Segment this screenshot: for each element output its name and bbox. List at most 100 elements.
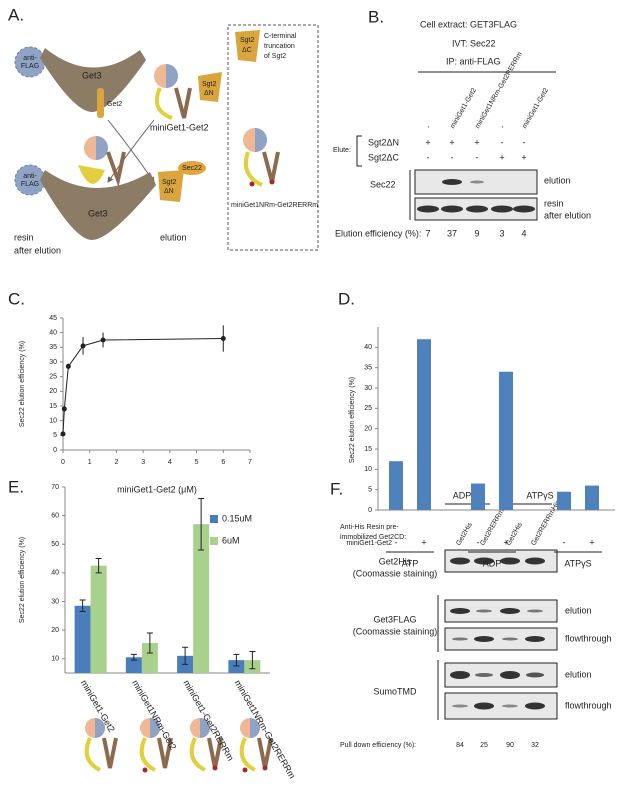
y-tick-label: 30 xyxy=(364,385,372,392)
y-tick-label: 5 xyxy=(53,432,57,439)
label: flowthrough xyxy=(565,633,612,643)
x-axis-title: miniGet1-Get2 (μM) xyxy=(117,484,197,494)
y-tick-label: 10 xyxy=(49,418,57,425)
efficiency: 37 xyxy=(447,228,457,238)
bar xyxy=(389,461,403,510)
header: Cell extract: GET3FLAG xyxy=(420,19,517,29)
label: flowthrough xyxy=(565,700,612,710)
point xyxy=(61,406,67,412)
x-tick-label: 4 xyxy=(168,459,172,466)
x-tick-label: miniGet1-Get2RERRm xyxy=(181,678,235,762)
y-tick-label: 5 xyxy=(368,487,372,494)
y-tick-label: 25 xyxy=(49,374,57,381)
label: elution xyxy=(160,232,187,242)
x-tick-label: - xyxy=(563,537,566,547)
y-tick-label: 70 xyxy=(51,484,59,491)
y-tick-label: 30 xyxy=(49,359,57,366)
label: ATPγS xyxy=(526,490,553,500)
label: (Coomassie staining) xyxy=(353,568,438,578)
y-tick-label: 15 xyxy=(364,446,372,453)
header: IP: anti-FLAG xyxy=(446,56,501,66)
label: Sec22 xyxy=(370,179,396,189)
bar xyxy=(585,485,599,510)
efficiency: 4 xyxy=(521,228,526,238)
error-bar xyxy=(182,646,189,665)
sign: + xyxy=(474,137,479,147)
label: ΔN xyxy=(204,90,214,97)
y-tick-label: 45 xyxy=(49,315,57,322)
label: Elute: xyxy=(333,147,351,154)
legend-label: 6uM xyxy=(222,535,240,545)
y-axis-title: Sec22 elution efficiency (%) xyxy=(349,377,356,463)
efficiency: 9 xyxy=(474,228,479,238)
sign: + xyxy=(521,152,526,162)
efficiency: 84 xyxy=(456,742,464,749)
y-tick-label: 25 xyxy=(364,405,372,412)
y-tick-label: 35 xyxy=(364,365,372,372)
column-label: miniGet1-Get2 xyxy=(449,87,478,130)
x-tick-label: 7 xyxy=(248,459,252,466)
bar xyxy=(499,371,513,510)
panel-label: B. xyxy=(368,7,384,26)
label: FLAG xyxy=(21,181,39,188)
label: elution xyxy=(565,605,592,615)
legend-swatch xyxy=(210,537,218,545)
efficiency: 7 xyxy=(425,228,430,238)
point xyxy=(100,337,106,343)
x-tick-label: - xyxy=(477,537,480,547)
label: Elution efficiency (%): xyxy=(335,228,421,238)
label: Get2 xyxy=(107,101,122,108)
error-bar xyxy=(198,497,205,551)
label: ADP xyxy=(453,490,472,500)
group-label: ADP xyxy=(483,558,502,568)
y-tick-label: 50 xyxy=(51,541,59,548)
bar xyxy=(193,524,210,673)
x-tick-label: 3 xyxy=(141,459,145,466)
panel-label: F. xyxy=(330,479,343,498)
label: miniGet1NRm-Get2RERRm xyxy=(231,202,318,209)
panel-label: A. xyxy=(8,5,24,24)
column-label: - xyxy=(499,124,507,130)
label: after elution xyxy=(544,210,591,220)
y-tick-label: 15 xyxy=(49,403,57,410)
error-bar xyxy=(95,558,102,574)
bar xyxy=(74,605,91,673)
bar xyxy=(557,491,571,510)
label: (Coomassie staining) xyxy=(353,626,438,636)
point xyxy=(65,363,71,369)
y-tick-label: 40 xyxy=(364,344,372,351)
column-label: Get2His xyxy=(455,521,474,547)
error-bar xyxy=(146,632,153,654)
x-tick-label: + xyxy=(589,537,594,547)
y-tick-label: 40 xyxy=(49,330,57,337)
y-tick-label: 20 xyxy=(51,627,59,634)
sign: - xyxy=(451,152,454,162)
efficiency: 3 xyxy=(499,228,504,238)
efficiency: 32 xyxy=(531,742,539,749)
panel-label: E. xyxy=(8,477,24,496)
bar xyxy=(141,642,158,673)
bar xyxy=(125,657,142,673)
label: immobilized Get2CD: xyxy=(340,534,406,541)
label: Sgt2 xyxy=(202,81,217,88)
label: C-terminal xyxy=(264,33,297,40)
y-tick-label: 10 xyxy=(364,466,372,473)
legend-label: 0.15uM xyxy=(222,513,252,523)
y-axis-title: Sec22 elution efficiency (%) xyxy=(19,341,26,427)
x-tick-label: 5 xyxy=(195,459,199,466)
x-tick-label: 1 xyxy=(88,459,92,466)
gel-bands xyxy=(417,179,535,213)
x-tick-label: 2 xyxy=(114,459,118,466)
y-tick-label: 30 xyxy=(51,598,59,605)
label: resin xyxy=(544,198,564,208)
group-label: ATP xyxy=(402,558,419,568)
label: resin xyxy=(14,232,34,242)
gel-bands xyxy=(450,557,545,710)
label: Sgt2 xyxy=(162,179,177,186)
efficiency: 25 xyxy=(480,742,488,749)
row-label: Sgt2ΔC xyxy=(368,152,400,162)
gels xyxy=(437,549,558,720)
label: of Sgt2 xyxy=(264,53,286,60)
sign: + xyxy=(449,137,454,147)
sign: - xyxy=(476,152,479,162)
